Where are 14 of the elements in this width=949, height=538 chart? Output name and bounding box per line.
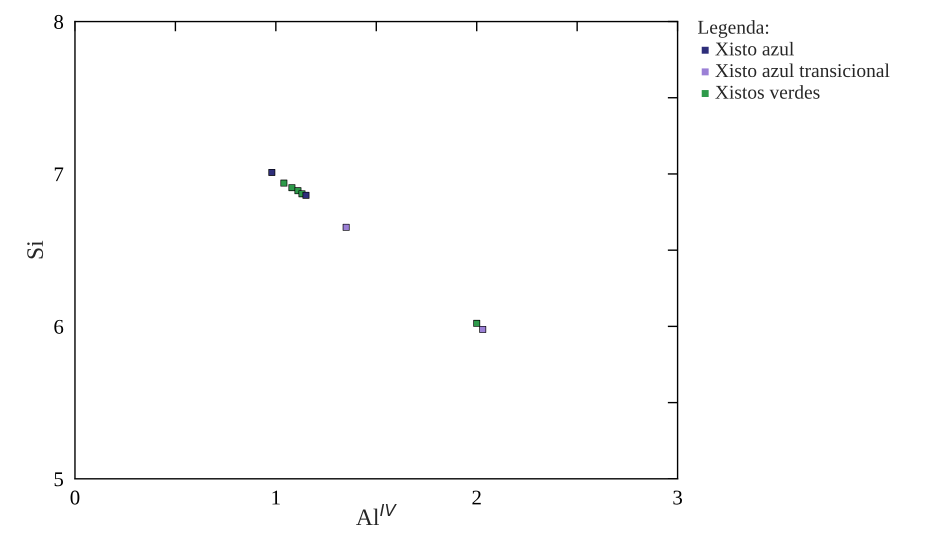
- y-tick-label: 8: [54, 14, 64, 29]
- y-tick-label: 6: [54, 320, 64, 334]
- x-tick-label: 3: [673, 490, 682, 505]
- x-tick-label: 2: [472, 490, 481, 504]
- y-axis-title: Si: [27, 240, 44, 258]
- x-tick-label: 1: [272, 490, 280, 504]
- legend-label: Xistos verdes: [715, 85, 820, 99]
- x-axis-title: Al$^{IV}$: [356, 504, 397, 526]
- legend-label: Xisto azul: [715, 42, 794, 56]
- x-tick-label: 0: [70, 490, 80, 505]
- y-tick-label: 5: [54, 472, 64, 486]
- legend-title: Legenda:: [698, 20, 768, 38]
- legend-label: Xisto azul transicional: [715, 63, 890, 78]
- y-tick-label: 7: [54, 168, 64, 182]
